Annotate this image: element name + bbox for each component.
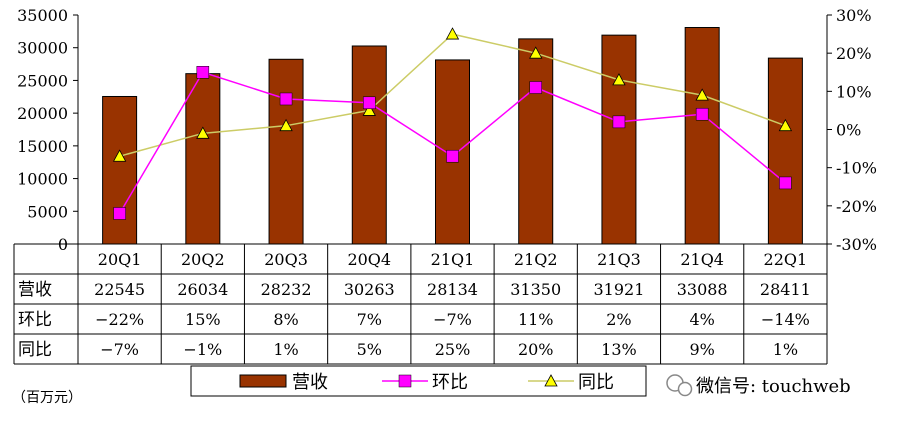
table-cell: 5% [357,340,382,359]
table-cell: 30263 [344,280,395,299]
left-tick-label: 10000 [17,170,68,189]
legend-marker-qoq [398,374,412,388]
category-label: 21Q1 [431,250,475,269]
table-cell: 2% [606,310,631,329]
table-cell: 1% [773,340,798,359]
table-cell: 25% [435,340,471,359]
table-cell: −22% [95,310,144,329]
bar-21Q4 [684,27,720,245]
marker-qoq-21Q1 [446,149,459,163]
right-tick-label: -30% [836,235,877,254]
table-cell: 8% [273,310,298,329]
marker-qoq-20Q4 [363,96,376,110]
marker-yoy-20Q4 [362,103,376,116]
marker-yoy-20Q2 [196,126,210,139]
legend-marker-yoy [544,374,558,387]
marker-qoq-21Q3 [612,115,626,129]
table-cell: −14% [761,310,810,329]
left-tick-label: 5000 [27,202,68,221]
legend-label-revenue: 营收 [292,372,328,393]
table-cell: −7% [433,310,472,329]
table-cell: 31921 [593,280,644,299]
table-cell: 33088 [677,280,728,299]
table-cell: 15% [185,310,221,329]
marker-yoy-22Q1 [778,118,793,132]
marker-yoy-20Q1 [112,149,127,162]
table-cell: 4% [689,310,714,329]
bar-20Q1 [102,95,138,245]
marker-qoq-20Q1 [113,207,126,220]
marker-yoy-21Q1 [445,27,460,40]
category-label: 20Q4 [347,250,391,269]
legend-label-qoq: 环比 [432,372,468,393]
table-row-label: 同比 [18,340,52,360]
category-label: 20Q3 [264,250,308,269]
table-cell: 22545 [94,280,145,299]
marker-qoq-21Q4 [695,107,709,121]
table-cell: 1% [273,340,298,359]
marker-qoq-20Q2 [196,66,210,79]
left-tick-label: 25000 [17,71,68,90]
left-tick-label: 20000 [17,104,68,123]
table-cell: 11% [518,310,554,329]
category-label: 21Q2 [514,250,558,269]
table-cell: −7% [100,340,139,359]
right-tick-label: -10% [836,159,877,178]
category-label: 22Q1 [764,250,808,269]
legend-label-yoy: 同比 [578,372,614,393]
table-row-label: 营收 [18,280,52,300]
left-tick-label: 30000 [17,39,68,58]
marker-yoy-21Q4 [695,88,709,101]
table-cell: 28134 [427,280,478,299]
unit-note: （百万元） [12,390,82,406]
marker-yoy-21Q3 [612,73,626,86]
category-label: 20Q2 [181,250,225,269]
marker-qoq-20Q3 [279,92,293,106]
table-cell: 9% [689,340,714,359]
right-tick-label: 0% [836,121,861,140]
bar-21Q2 [518,38,554,245]
table-cell: 28411 [760,280,811,299]
watermark-text: 微信号: touchweb [696,376,851,397]
bar-20Q4 [351,45,387,245]
marker-qoq-21Q2 [529,81,542,94]
bar-20Q2 [185,73,221,245]
table-row-label: 环比 [18,310,52,330]
bar-20Q3 [268,58,304,245]
left-tick-label: 35000 [17,6,68,25]
marker-yoy-20Q3 [279,118,293,132]
table-cell: −1% [183,340,222,359]
marker-yoy-21Q2 [529,46,543,59]
right-tick-label: 20% [836,44,872,63]
legend-swatch-revenue [239,374,287,388]
table-cell: 28232 [261,280,312,299]
category-label: 20Q1 [98,250,142,269]
table-cell: 20% [518,340,554,359]
right-tick-label: 30% [836,6,872,25]
bar-22Q1 [767,57,803,245]
left-tick-label: 15000 [17,137,68,156]
category-label: 21Q3 [597,250,641,269]
right-tick-label: 10% [836,82,872,101]
category-label: 21Q4 [680,250,724,269]
wechat-icon-bubble [677,381,693,397]
table-cell: 26034 [177,280,228,299]
table-cell: 7% [357,310,382,329]
right-tick-label: -20% [836,197,877,216]
bar-21Q3 [601,34,637,245]
table-cell: 13% [601,340,637,359]
table-cell: 31350 [510,280,561,299]
marker-qoq-22Q1 [779,176,792,190]
